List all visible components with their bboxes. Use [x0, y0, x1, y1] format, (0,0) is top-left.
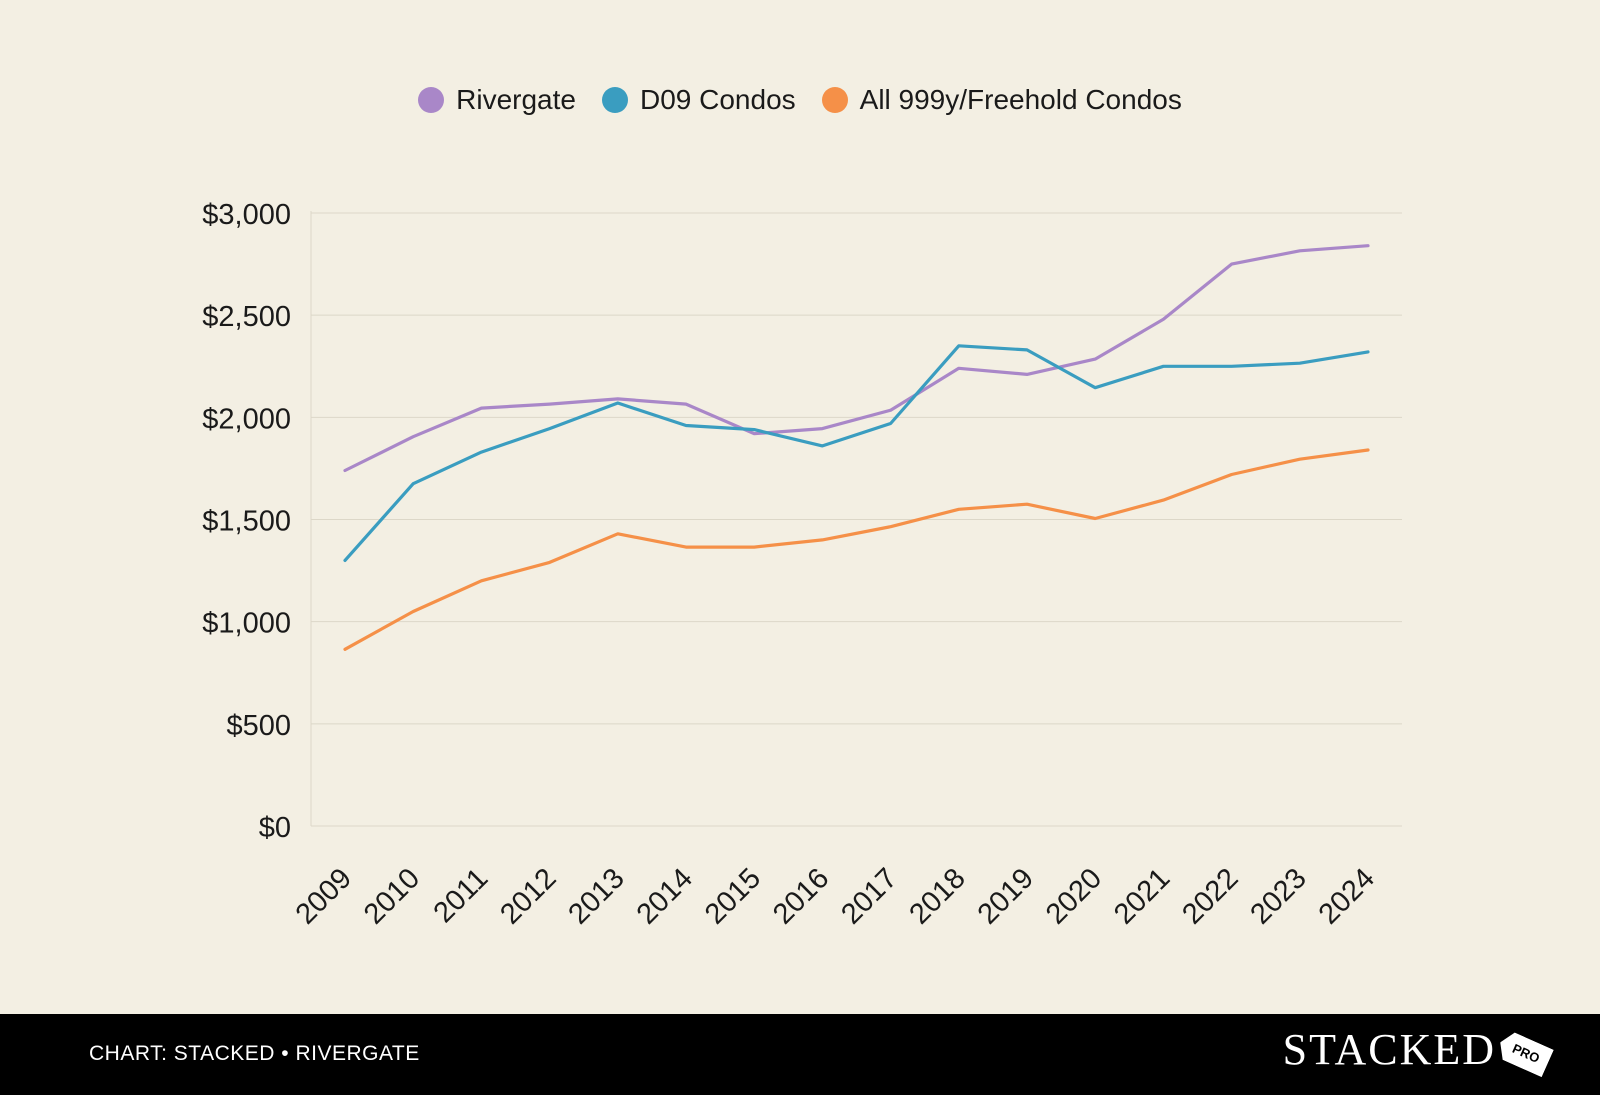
legend-marker-d09-condos: [601, 87, 628, 113]
series-line-d09-condos: [343, 344, 1370, 563]
x-tick-label: 2024: [1313, 862, 1381, 930]
x-tick-label: 2014: [631, 862, 699, 930]
gridlines: [310, 211, 1402, 827]
series-line-rivergate: [343, 244, 1370, 473]
legend-item-freehold-condos: All 999y/Freehold Condos: [821, 84, 1182, 116]
y-tick-label: $1,500: [202, 506, 291, 538]
x-tick-label: 2016: [767, 862, 835, 930]
y-tick-label: $0: [259, 812, 291, 844]
x-tick-label: 2018: [904, 862, 972, 930]
footer-bar: CHART: STACKED • RIVERGATE STACKED PRO: [0, 1014, 1600, 1095]
x-tick-label: 2019: [972, 862, 1040, 930]
y-tick-label: $2,000: [202, 403, 291, 435]
y-tick-label: $1,000: [202, 608, 291, 640]
legend-item-rivergate: Rivergate: [418, 84, 576, 116]
x-tick-label: 2010: [358, 862, 426, 930]
x-tick-label: 2015: [699, 862, 767, 930]
x-tick-label: 2021: [1108, 862, 1176, 930]
y-tick-label: $500: [226, 710, 291, 742]
y-axis: $0 $500 $1,000 $1,500 $2,000 $2,500 $3,000: [202, 199, 291, 844]
pro-badge: PRO: [1494, 1029, 1554, 1078]
legend-label-d09-condos: D09 Condos: [639, 84, 796, 115]
series-lines: [343, 244, 1370, 651]
x-tick-label: 2011: [428, 862, 495, 929]
stacked-logo: STACKED: [1282, 1025, 1496, 1074]
x-tick-label: 2013: [563, 862, 631, 930]
chart-credit: CHART: STACKED • RIVERGATE: [89, 1042, 420, 1065]
legend-marker-rivergate: [418, 87, 445, 113]
series-line-all-999y-freehold-condos: [343, 448, 1370, 651]
y-tick-label: $3,000: [202, 199, 291, 231]
x-tick-label: 2023: [1245, 862, 1313, 930]
x-tick-label: 2012: [494, 862, 562, 930]
x-tick-label: 2022: [1176, 862, 1244, 930]
line-chart: $0 $500 $1,000 $1,500 $2,000 $2,500 $3,000 200…: [202, 199, 1402, 931]
x-tick-label: 2009: [290, 862, 358, 930]
legend-marker-freehold-condos: [821, 87, 848, 113]
y-tick-label: $2,500: [202, 301, 291, 333]
chart-legend: Rivergate D09 Condos All 999y/Freehold C…: [0, 84, 1600, 116]
legend-label-freehold-condos: All 999y/Freehold Condos: [859, 84, 1182, 115]
x-axis: 2009 2010 2011 2012 2013 2014 2015 2016 2017 2018…: [290, 862, 1381, 930]
legend-label-rivergate: Rivergate: [456, 84, 576, 115]
legend-item-d09-condos: D09 Condos: [601, 84, 796, 116]
x-tick-label: 2020: [1040, 862, 1108, 930]
x-tick-label: 2017: [835, 862, 903, 930]
